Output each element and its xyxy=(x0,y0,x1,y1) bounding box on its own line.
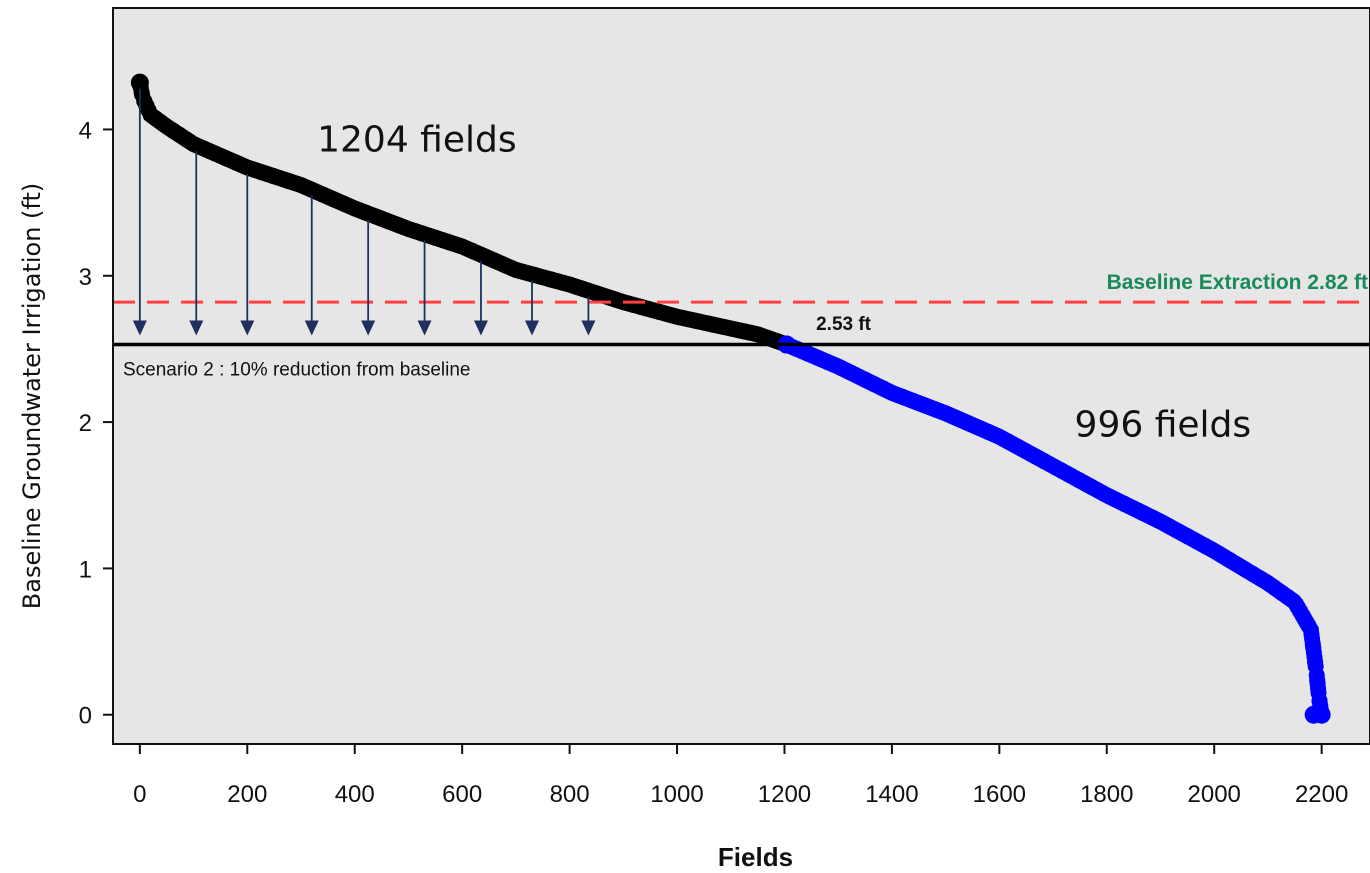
reduction-arrow xyxy=(581,296,596,336)
x-tick-label: 600 xyxy=(442,781,482,808)
data-point xyxy=(1252,570,1269,587)
y-axis-title: Baseline Groundwater Irrigation (ft) xyxy=(18,183,46,609)
axes: 0 200 400 600 800 1000 1200 1400 1600 1800 2000 220… xyxy=(79,117,1349,808)
plot-background xyxy=(113,8,1370,744)
x-tick-label: 1200 xyxy=(758,781,811,808)
reduction-arrows xyxy=(132,88,596,336)
data-point xyxy=(1089,482,1106,499)
reduction-arrow xyxy=(132,88,147,336)
data-point xyxy=(497,257,514,274)
x-tick-label: 800 xyxy=(550,781,590,808)
data-point xyxy=(1197,537,1214,554)
data-point xyxy=(252,163,269,180)
annotation-text: 1204 fields xyxy=(317,119,516,160)
data-point xyxy=(266,168,283,185)
reduction-arrow xyxy=(361,219,376,336)
data-point xyxy=(874,380,891,397)
series-layer xyxy=(130,73,1331,724)
scenario-label: Scenario 2 : 10% reduction from baseline xyxy=(123,360,470,381)
x-tick-label: 200 xyxy=(227,781,267,808)
y-tick-label: 0 xyxy=(79,703,92,730)
data-point xyxy=(736,323,753,340)
reduction-arrow xyxy=(417,240,432,336)
data-point xyxy=(427,229,444,246)
data-point xyxy=(335,195,352,212)
data-point xyxy=(588,285,605,302)
data-point xyxy=(1036,453,1053,470)
data-point xyxy=(980,424,997,441)
data-point xyxy=(1143,509,1160,526)
y-tick-label: 4 xyxy=(79,117,92,144)
x-tick-label: 1600 xyxy=(973,781,1026,808)
data-point xyxy=(926,401,943,418)
y-tick-label: 3 xyxy=(79,264,92,291)
x-tick-label: 1800 xyxy=(1080,781,1133,808)
data-point xyxy=(413,225,430,242)
data-point xyxy=(1304,705,1323,724)
annotation-text: 2.53 ft xyxy=(816,314,872,335)
data-point xyxy=(440,234,457,251)
x-tick-label: 2200 xyxy=(1295,781,1348,808)
data-point xyxy=(819,354,836,371)
annotations: 1204 fields 996 fields 2.53 ft xyxy=(317,119,1251,445)
data-point xyxy=(543,271,560,288)
y-tick-label: 2 xyxy=(79,410,92,437)
x-tick-label: 400 xyxy=(335,781,375,808)
reference-lines: Baseline Extraction 2.82 ft Scenario 2 : … xyxy=(113,271,1370,381)
baseline-extraction-label: Baseline Extraction 2.82 ft xyxy=(1107,271,1368,294)
data-point xyxy=(389,216,406,233)
data-point xyxy=(130,73,149,92)
reduction-arrow xyxy=(473,260,488,336)
x-tick-label: 1400 xyxy=(865,781,918,808)
reduction-arrow xyxy=(304,195,319,336)
series-1 xyxy=(777,335,1331,724)
data-point xyxy=(704,316,721,333)
plot-frame xyxy=(112,7,1370,745)
x-tick-label: 0 xyxy=(133,781,146,808)
data-point xyxy=(525,266,542,283)
data-point xyxy=(178,131,195,148)
data-point xyxy=(153,114,170,131)
x-tick-label: 2000 xyxy=(1188,781,1241,808)
data-point xyxy=(279,172,296,189)
x-axis-title: Fields xyxy=(718,842,793,872)
data-point xyxy=(575,280,592,297)
reduction-arrow xyxy=(189,151,204,336)
reduction-arrow xyxy=(525,280,539,336)
data-point xyxy=(651,303,668,320)
reduction-arrow xyxy=(240,173,255,336)
data-point xyxy=(686,312,703,329)
data-point xyxy=(228,154,245,171)
x-tick-label: 1000 xyxy=(650,781,703,808)
series-0 xyxy=(130,73,796,354)
annotation-text: 996 fields xyxy=(1075,405,1252,446)
y-tick-label: 1 xyxy=(79,556,92,583)
